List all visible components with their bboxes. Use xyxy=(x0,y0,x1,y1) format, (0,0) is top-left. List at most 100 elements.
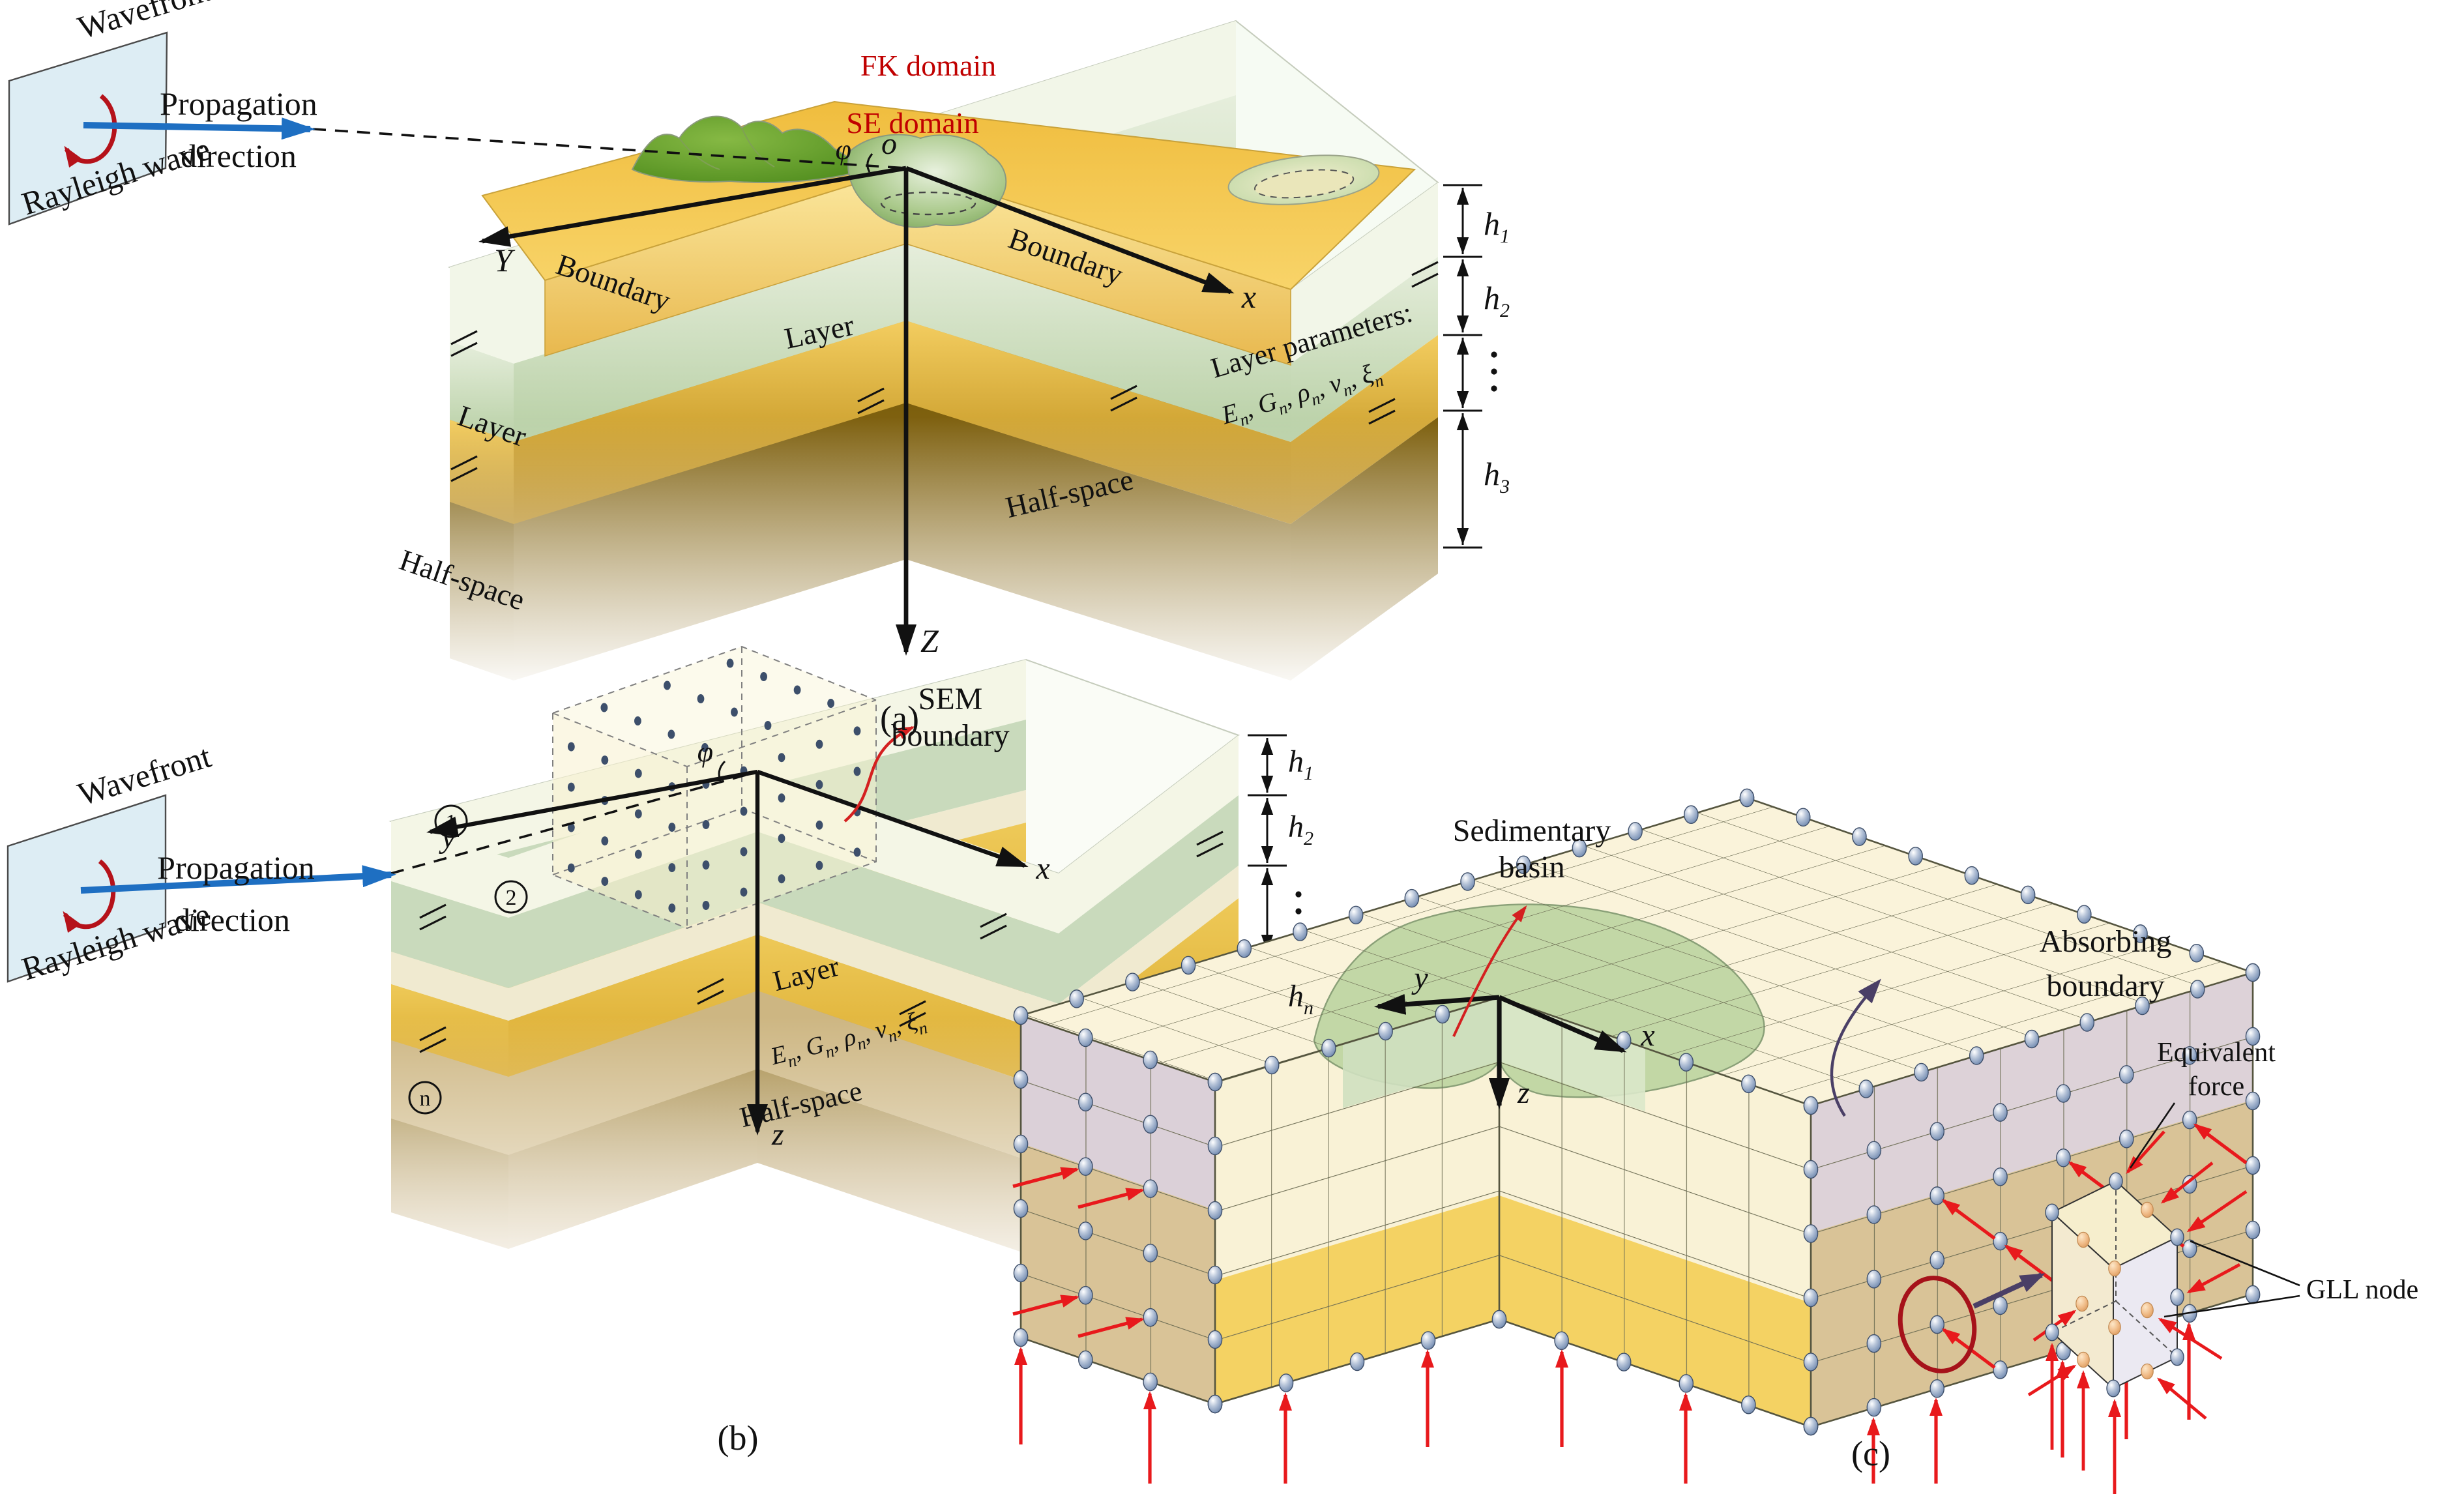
layer-band xyxy=(514,242,906,442)
boundary-node xyxy=(2119,1129,2134,1149)
rayleigh-rotation-icon xyxy=(64,94,117,168)
force-arrow xyxy=(1078,1317,1145,1338)
gll-dot xyxy=(827,699,834,709)
dim-h2-label-b: h2 xyxy=(1288,810,1313,849)
y-axis-c xyxy=(1374,993,1500,1015)
layer2-badge-circle xyxy=(494,880,528,914)
sedimentary-basin-label-1: Sedimentary xyxy=(1453,813,1611,848)
gll-dot xyxy=(668,863,676,873)
force-arrow xyxy=(2158,1317,2223,1360)
sem-box-right-face xyxy=(687,700,876,928)
boundary-node xyxy=(1078,1092,1093,1112)
boundary-node xyxy=(1554,1331,1569,1351)
boundary-node xyxy=(2182,1110,2197,1130)
boundary-node xyxy=(1684,805,1699,824)
boundary-node xyxy=(2245,963,2261,982)
gll-node xyxy=(2141,1302,2154,1319)
boundary-node xyxy=(2190,980,2205,999)
y-axis-a xyxy=(478,166,907,247)
force-arrow xyxy=(2186,1190,2248,1233)
gll-dot xyxy=(764,721,772,731)
boundary-node xyxy=(1908,847,1923,866)
boundary-node xyxy=(1803,1416,1819,1436)
gll-dot xyxy=(601,755,609,765)
boundary-node xyxy=(1143,1050,1158,1070)
boundary-node xyxy=(1404,888,1420,908)
boundary-node xyxy=(1914,1062,1929,1082)
boundary-node xyxy=(2245,1156,2261,1175)
mesh-grid-top xyxy=(1021,798,2253,1106)
boundary-node xyxy=(1803,1224,1819,1243)
gll-dot xyxy=(815,739,823,749)
propagation-dashed-line-b xyxy=(390,770,758,875)
dots-more-layers xyxy=(1491,385,1497,392)
boundary-node xyxy=(2245,1220,2261,1240)
boundary-node xyxy=(1013,1263,1029,1283)
boundary-node xyxy=(1264,1055,1280,1075)
boundary-node xyxy=(1013,1134,1029,1154)
gll-dot xyxy=(567,782,575,792)
layer-band xyxy=(1059,795,1239,1004)
sedimentary-basin-label-2: basin xyxy=(1499,850,1564,885)
propagation-label-a2: direction xyxy=(181,138,297,174)
layer2-badge: 2 xyxy=(506,886,517,910)
layer-band xyxy=(1291,183,1438,364)
absorbing-boundary-pointer xyxy=(1830,978,1881,1117)
gll-dot xyxy=(668,903,676,913)
boundary-node xyxy=(2170,1288,2184,1306)
gll-dot xyxy=(697,694,705,704)
panel-c xyxy=(1012,788,2300,1494)
boundary-node xyxy=(2056,1084,2071,1103)
layer1-badge: 1 xyxy=(446,810,457,834)
sem-box-left-face xyxy=(553,713,687,928)
gll-dot xyxy=(853,847,861,857)
element-gll-nodes xyxy=(2045,1172,2184,1398)
wavefront-inset-b xyxy=(7,794,396,983)
gll-dot xyxy=(702,901,710,910)
boundary-node xyxy=(2245,1285,2261,1304)
boundary-node xyxy=(1803,1353,1819,1371)
gll-dot xyxy=(778,874,785,884)
dim-h1-label-a: h1 xyxy=(1484,205,1510,247)
sem-boundary-label-2: boundary xyxy=(891,718,1009,753)
boundary-node xyxy=(1321,1038,1336,1058)
caption-b: (b) xyxy=(718,1418,759,1457)
boundary-node xyxy=(1078,1028,1093,1047)
layer-band xyxy=(1291,257,1438,442)
mesh-boundary-nodes xyxy=(1013,788,2261,1436)
mountain-topography xyxy=(631,115,868,183)
boundary-node xyxy=(1739,788,1755,808)
boundary-node xyxy=(1143,1308,1158,1327)
equivalent-force-label-1: Equivalent xyxy=(2157,1038,2276,1068)
dim-h2-label-a: h2 xyxy=(1484,280,1510,321)
boundary-node xyxy=(2182,1046,2197,1065)
boundary-node xyxy=(1207,1265,1223,1285)
caption-c: (c) xyxy=(1851,1434,1890,1473)
dimension-lines-a xyxy=(1443,184,1482,549)
y-axis-label-b: y xyxy=(438,820,456,855)
gll-dot xyxy=(702,820,710,829)
boundary-node xyxy=(1852,827,1867,846)
absorbing-boundary-label-1: Absorbing xyxy=(2040,924,2172,959)
sedimentary-basin-pointer xyxy=(1452,905,1527,1037)
gll-dot xyxy=(634,769,642,778)
boundary-node xyxy=(1803,1288,1819,1308)
gll-node xyxy=(2108,1260,2121,1277)
mesh-grid-notch-left xyxy=(1215,997,1499,1404)
boundary-node xyxy=(2045,1203,2059,1222)
gll-dot xyxy=(815,780,823,789)
boundary-node xyxy=(1013,1199,1029,1218)
force-arrow xyxy=(1012,1295,1079,1316)
gll-dot xyxy=(567,742,575,752)
boundary-node xyxy=(1803,1160,1819,1179)
boundary-node xyxy=(2077,905,2092,924)
gll-dot xyxy=(634,809,642,819)
sem-boundary-label-1: SEM xyxy=(918,682,983,716)
gll-dot xyxy=(567,863,575,873)
boundary-node xyxy=(2170,1348,2184,1366)
boundary-node xyxy=(1993,1231,2008,1251)
boundary-node xyxy=(1143,1115,1158,1134)
gll-node xyxy=(2077,1231,2090,1248)
layer-band xyxy=(450,267,514,364)
boundary-node xyxy=(1378,1021,1393,1041)
